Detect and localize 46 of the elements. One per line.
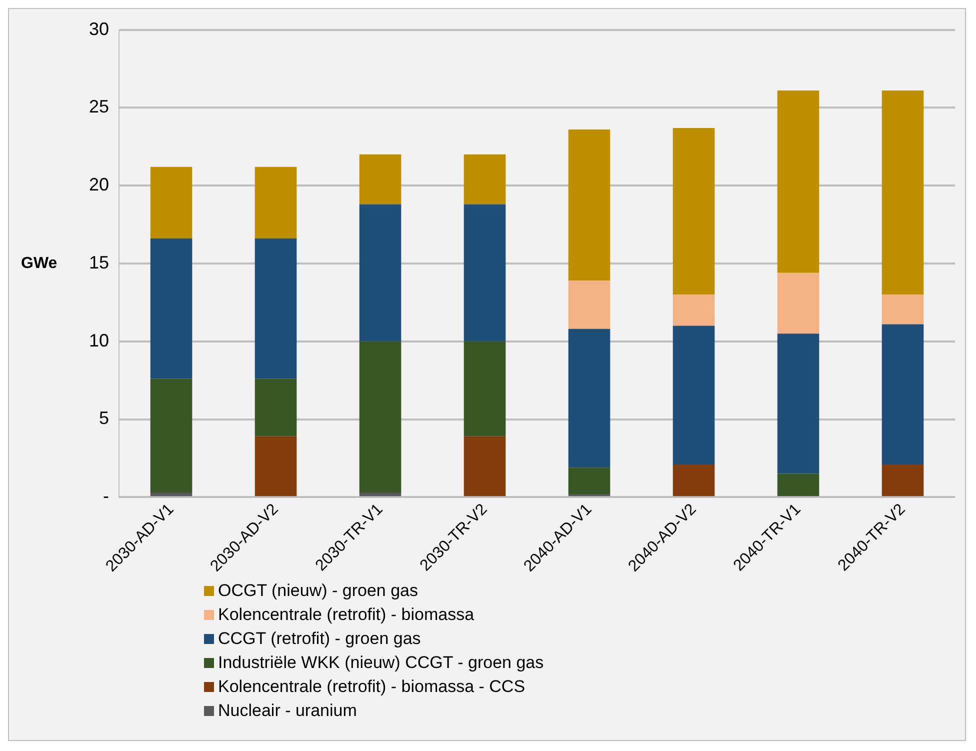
bar [777, 474, 820, 496]
y-tick-label: - [103, 486, 110, 506]
y-tick-label: 15 [88, 252, 110, 272]
bar [254, 378, 297, 436]
bar [254, 238, 297, 379]
bar [359, 341, 402, 492]
bar [672, 294, 715, 326]
legend-label: Nucleair - uranium [218, 701, 357, 721]
bar [150, 166, 192, 239]
bar [464, 154, 506, 204]
bar [882, 294, 924, 324]
bar [464, 436, 506, 496]
bar [882, 90, 924, 295]
legend-label: Industriële WKK (nieuw) CCGT - groen gas [218, 653, 544, 673]
bar [254, 166, 297, 239]
bar [359, 154, 402, 204]
bar [672, 326, 715, 464]
bar [777, 272, 820, 334]
bar [254, 436, 297, 496]
y-tick-label: 10 [88, 330, 110, 350]
bar [882, 324, 924, 464]
bar [568, 130, 610, 281]
y-tick-label: 5 [99, 408, 110, 428]
y-tick-label: 30 [88, 18, 110, 39]
bar [150, 378, 192, 492]
bar [359, 492, 402, 496]
legend-label: Kolencentrale (retrofit) - biomassa [218, 605, 474, 625]
bar [464, 204, 506, 342]
bar [882, 464, 924, 496]
legend-label: CCGT (retrofit) - groen gas [218, 629, 421, 649]
bar [568, 468, 610, 494]
bar [464, 341, 506, 436]
y-axis-title: GWe [21, 254, 58, 272]
bar [672, 128, 715, 295]
bar [150, 492, 192, 496]
bar [777, 90, 820, 273]
y-tick-label: 25 [88, 96, 110, 117]
bar [672, 464, 715, 496]
bar [777, 334, 820, 474]
legend-label: OCGT (nieuw) - groen gas [218, 581, 418, 601]
legend-label: Kolencentrale (retrofit) - biomassa - CCS [218, 677, 526, 697]
bar [568, 328, 610, 468]
y-tick-label: 20 [88, 174, 110, 195]
bar [150, 238, 192, 379]
bar [359, 204, 402, 342]
bar [568, 280, 610, 329]
